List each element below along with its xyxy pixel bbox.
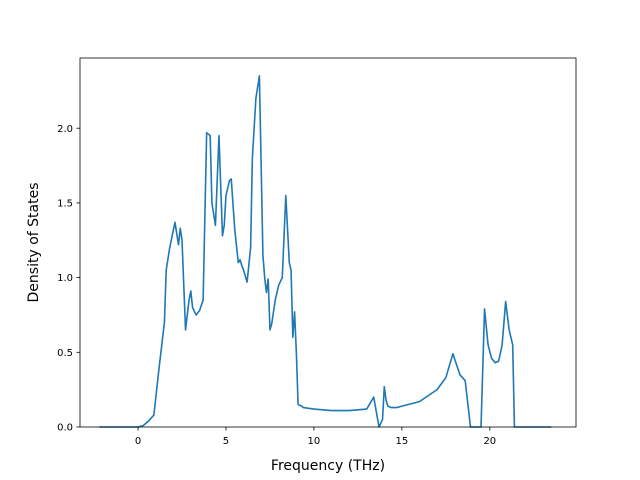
x-axis-label: Frequency (THz) — [271, 458, 385, 474]
y-tick-label: 1.0 — [57, 273, 73, 284]
plot-layer — [99, 75, 552, 428]
plot-frame — [79, 57, 577, 428]
y-tick-label: 0.5 — [57, 348, 73, 359]
x-tick-label: 15 — [396, 436, 409, 447]
y-ticks: 0.0 0.5 1.0 1.5 2.0 — [57, 124, 80, 434]
y-axis-label: Density of States — [26, 183, 42, 303]
y-tick-label: 2.0 — [57, 124, 73, 135]
y-tick-label: 0.0 — [57, 423, 73, 434]
x-tick-label: 5 — [223, 436, 229, 447]
x-tick-label: 0 — [135, 436, 141, 447]
y-tick-label: 1.5 — [57, 199, 73, 210]
dos-line-series-0 — [99, 75, 552, 428]
x-ticks: 0 5 10 15 20 — [135, 427, 496, 447]
x-tick-label: 10 — [308, 436, 321, 447]
x-tick-label: 20 — [483, 436, 496, 447]
